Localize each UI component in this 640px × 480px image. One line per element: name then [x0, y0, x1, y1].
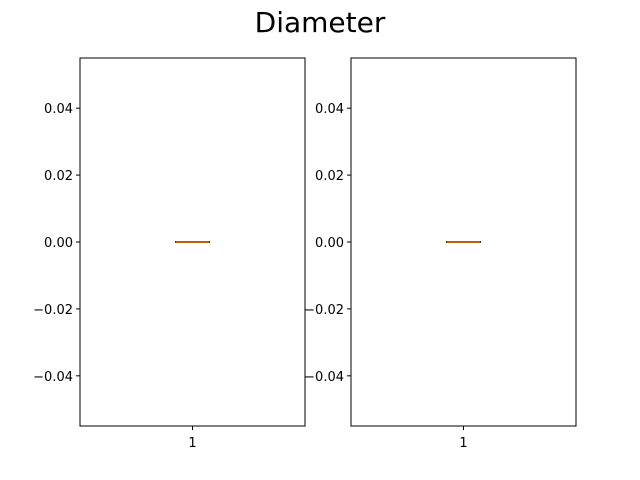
x-tick-label: 1: [459, 436, 467, 451]
y-tick-label: 0.04: [44, 102, 73, 117]
y-tick-label: 0.00: [44, 236, 73, 251]
subplot-left: 0.04 0.02 0.00 −0.02 −0.04 1: [33, 57, 306, 451]
chart-title: Diameter: [255, 6, 386, 39]
y-tick-label: 0.00: [315, 236, 344, 251]
y-tick-label: −0.04: [33, 370, 73, 385]
subplot-right: 0.04 0.02 0.00 −0.02 −0.04 1: [304, 57, 577, 451]
y-tick-label: −0.02: [33, 303, 73, 318]
y-tick-label: −0.02: [304, 303, 344, 318]
y-tick-label: −0.04: [304, 370, 344, 385]
y-tick-label: 0.02: [44, 169, 73, 184]
y-tick-label: 0.02: [315, 169, 344, 184]
x-tick-label: 1: [188, 436, 196, 451]
y-tick-label: 0.04: [315, 102, 344, 117]
